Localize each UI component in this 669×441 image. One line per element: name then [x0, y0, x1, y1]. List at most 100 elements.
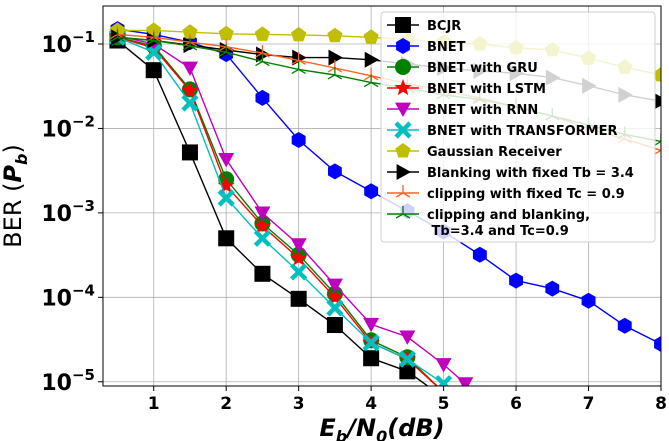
marker-stroke	[225, 51, 234, 57]
data-point	[181, 81, 199, 98]
data-point	[256, 46, 271, 63]
marker-stroke	[395, 192, 404, 198]
data-point	[364, 183, 379, 200]
data-point	[181, 61, 198, 76]
data-point	[363, 29, 379, 44]
data-point	[363, 67, 379, 81]
marker-stroke	[110, 33, 118, 39]
marker-stroke	[362, 334, 380, 352]
marker-stroke	[363, 75, 372, 81]
x-tick-label: 7	[583, 394, 595, 414]
data-point	[253, 217, 271, 234]
marker-stroke	[146, 39, 155, 46]
legend-item-4: BNET with RNN	[387, 102, 538, 118]
data-point	[110, 29, 125, 42]
marker-stroke	[402, 192, 411, 198]
marker-stroke	[298, 68, 306, 74]
legend-item-9: clipping and blanking, Tb=3.4 and Tc=0.9	[387, 206, 590, 239]
marker-stroke	[110, 36, 118, 42]
marker-stroke	[291, 68, 299, 74]
series-line	[117, 39, 429, 386]
legend-label: BCJR	[427, 19, 461, 34]
data-point	[509, 272, 523, 289]
data-point	[146, 32, 161, 46]
marker-stroke	[298, 59, 306, 65]
data-point	[654, 93, 661, 110]
data-point	[255, 45, 270, 58]
legend-marker	[396, 38, 410, 54]
series-line	[117, 36, 444, 385]
legend-label: Gaussian Receiver	[427, 145, 562, 160]
marker-stroke	[363, 81, 372, 88]
data-point	[364, 51, 380, 68]
data-point	[145, 62, 162, 79]
legend-item-5: BNET with TRANSFORMER	[387, 121, 617, 139]
data-point	[290, 238, 307, 253]
marker-stroke	[327, 74, 336, 80]
y-axis-label: BER (Pb)	[0, 144, 31, 248]
legend-marker	[394, 79, 412, 96]
data-point	[326, 299, 344, 317]
data-point	[181, 94, 199, 112]
series-4	[109, 29, 474, 386]
legend-item-1: BNET	[387, 38, 466, 55]
data-point	[217, 189, 235, 207]
marker-stroke	[181, 94, 199, 112]
legend-marker	[395, 185, 411, 198]
legend-label: BNET with LSTM	[427, 82, 546, 97]
marker-stroke	[394, 121, 412, 139]
legend-item-6: Gaussian Receiver	[387, 143, 562, 160]
x-axis-label: Eb/N0(dB)	[319, 414, 444, 441]
data-point	[254, 265, 271, 282]
marker-stroke	[290, 263, 308, 281]
marker-stroke	[660, 150, 661, 152]
marker-stroke	[370, 81, 379, 88]
data-point	[326, 278, 343, 293]
marker-stroke	[395, 213, 404, 219]
legend-label: BNET with RNN	[427, 103, 538, 118]
data-point	[581, 292, 596, 309]
y-tick-label: 10−2	[41, 112, 95, 142]
marker-stroke	[334, 67, 343, 73]
marker-stroke	[438, 375, 453, 386]
legend-item-3: BNET with LSTM	[387, 79, 546, 97]
data-point	[362, 334, 380, 352]
marker-stroke	[153, 39, 161, 46]
legend-item-7: Blanking with fixed Tb = 3.4	[387, 164, 634, 181]
legend-label: clipping with fixed Tc = 0.9	[427, 187, 625, 202]
y-tick-label: 10−5	[41, 366, 95, 396]
marker-stroke	[402, 213, 411, 219]
data-point	[545, 280, 560, 297]
x-tick-label: 3	[293, 394, 305, 414]
y-tick-label: 10−4	[41, 281, 95, 311]
marker-stroke	[217, 189, 235, 207]
legend: BCJR BNET BNET with GRU BNET with LSTM BNET …	[380, 11, 656, 243]
data-point	[218, 152, 235, 168]
series-line	[117, 36, 439, 386]
legend-label: clipping and blanking, Tb=3.4 and Tc=0.9	[427, 208, 590, 239]
data-point	[182, 37, 198, 51]
legend-marker	[395, 17, 411, 33]
data-point	[435, 375, 453, 386]
data-point	[291, 26, 307, 42]
y-tick-label: 10−1	[41, 28, 95, 58]
data-point	[253, 229, 272, 247]
marker-stroke	[218, 51, 227, 57]
data-point	[472, 246, 487, 263]
marker-stroke	[398, 350, 416, 368]
data-point	[326, 317, 343, 334]
legend-item-2: BNET with GRU	[387, 59, 538, 76]
marker-stroke	[182, 45, 191, 51]
legend-label: BNET with TRANSFORMER	[427, 124, 617, 139]
data-point	[255, 53, 270, 67]
x-tick-label: 4	[365, 394, 377, 414]
data-point	[654, 336, 661, 352]
data-point	[326, 288, 344, 305]
data-point	[291, 52, 306, 65]
marker-stroke	[255, 60, 263, 67]
legend-label: Blanking with fixed Tb = 3.4	[427, 166, 634, 181]
marker-stroke	[334, 74, 343, 80]
legend-item-8: clipping with fixed Tc = 0.9	[387, 185, 625, 202]
data-point	[398, 350, 416, 368]
